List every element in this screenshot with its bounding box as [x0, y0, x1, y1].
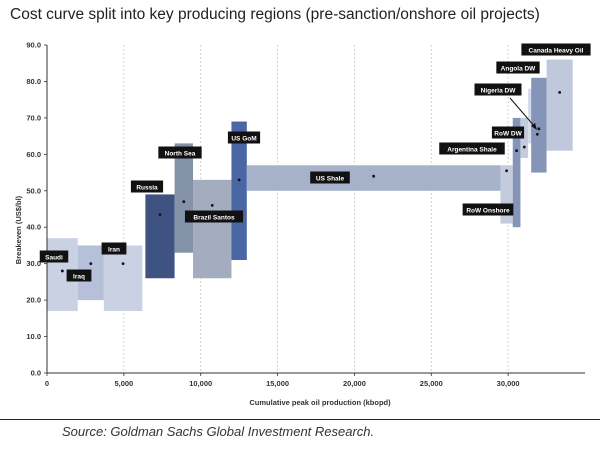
region-point [182, 200, 186, 204]
region-label-text: Argentina Shale [447, 146, 497, 153]
nigeria-arrow-head [531, 123, 537, 130]
y-tick-label: 30.0 [26, 259, 41, 268]
region-label-text: Canada Heavy Oil [529, 47, 584, 54]
region-bar [174, 143, 194, 253]
region-label-text: Brazil Santos [193, 214, 235, 221]
region-bar [145, 194, 175, 279]
region-label-text: US GoM [231, 135, 256, 142]
region-label-box [184, 210, 244, 223]
x-tick-label: 5,000 [114, 379, 133, 388]
region-label-text: Saudi [45, 254, 63, 261]
region-point [372, 174, 376, 178]
region-label-box [101, 242, 127, 255]
x-tick-label: 15,000 [266, 379, 289, 388]
region-point [535, 132, 539, 136]
region-label-box [227, 131, 261, 144]
region-bar [103, 245, 143, 312]
region-label-box [310, 171, 350, 184]
region-label-box [158, 146, 202, 159]
region-label-box [39, 250, 69, 263]
region-label: Nigeria DW [474, 83, 522, 96]
y-tick-label: 50.0 [26, 186, 41, 195]
region-label: Saudi [39, 250, 69, 263]
region-point [210, 203, 214, 207]
region-point [121, 262, 125, 266]
region-label-box [462, 203, 514, 216]
y-tick-label: 80.0 [26, 77, 41, 86]
region-label: Angola DW [496, 61, 540, 74]
region-label-text: RoW Onshore [466, 207, 510, 214]
region-label-box [474, 83, 522, 96]
region-label: US Shale [310, 171, 350, 184]
region-bar [193, 179, 232, 279]
region-bars [47, 59, 573, 312]
region-label-text: Angola DW [501, 65, 537, 72]
region-label-text: North Sea [165, 150, 196, 157]
x-axis-label: Cumulative peak oil production (kbopd) [249, 398, 391, 407]
region-label: RoW DW [491, 126, 525, 139]
y-tick-label: 90.0 [26, 41, 41, 50]
region-label: Iraq [66, 269, 92, 282]
region-label-text: Iraq [73, 273, 85, 280]
y-tick-label: 70.0 [26, 113, 41, 122]
region-bar [512, 117, 521, 228]
region-label: Brazil Santos [184, 210, 244, 223]
x-tick-label: 25,000 [420, 379, 443, 388]
region-label-text: RoW DW [494, 130, 522, 137]
y-tick-label: 10.0 [26, 332, 41, 341]
region-point [515, 149, 518, 153]
nigeria-arrow [509, 97, 536, 128]
region-bar [231, 121, 247, 261]
region-label-box [130, 180, 164, 193]
region-label: Argentina Shale [439, 142, 505, 155]
x-tick-label: 0 [45, 379, 49, 388]
x-tick-label: 10,000 [189, 379, 212, 388]
x-tick-label: 20,000 [343, 379, 366, 388]
region-label: Canada Heavy Oil [521, 43, 591, 56]
region-label-box [496, 61, 540, 74]
region-point [60, 269, 64, 273]
y-tick-label: 60.0 [26, 150, 41, 159]
region-label-text: Russia [136, 184, 158, 191]
region-point [89, 262, 93, 266]
region-label-box [439, 142, 505, 155]
region-point [505, 169, 509, 173]
region-label: Russia [130, 180, 164, 193]
source-note: Source: Goldman Sachs Global Investment … [62, 424, 375, 439]
region-label-text: Nigeria DW [481, 87, 517, 94]
bottom-rule [0, 419, 600, 420]
axes: 0.0 10.0 20.0 30.0 40.0 50.0 60.0 70.0 80.0 90.0 0… [26, 41, 585, 388]
y-tick-label: 0.0 [31, 369, 41, 378]
y-axis-label: Breakeven (US$/bl) [14, 195, 23, 264]
region-label: North Sea [158, 146, 202, 159]
region-point [522, 145, 526, 149]
region-label: US GoM [227, 131, 261, 144]
region-bar [531, 77, 547, 173]
region-bar [246, 165, 501, 191]
region-label-box [491, 126, 525, 139]
region-point [158, 213, 162, 216]
y-tick-label: 40.0 [26, 223, 41, 232]
region-label-text: Iran [108, 246, 120, 253]
region-label-box [66, 269, 92, 282]
region-bar [546, 59, 573, 151]
region-bar [520, 117, 529, 158]
x-tick-label: 30,000 [497, 379, 520, 388]
cost-curve-chart: 0.0 10.0 20.0 30.0 40.0 50.0 60.0 70.0 80.0 90.0 0… [14, 41, 591, 407]
chart-title: Cost curve split into key producing regi… [10, 6, 540, 23]
y-tick-label: 20.0 [26, 296, 41, 305]
region-label: Iran [101, 242, 127, 255]
region-point [558, 90, 562, 94]
region-labels: Saudi Iraq Iran Russia North Sea Brazil Santo… [39, 43, 591, 282]
region-label: RoW Onshore [462, 203, 514, 216]
region-point [237, 178, 241, 182]
region-label-box [521, 43, 591, 56]
region-label-text: US Shale [316, 175, 345, 182]
region-point [537, 127, 541, 131]
